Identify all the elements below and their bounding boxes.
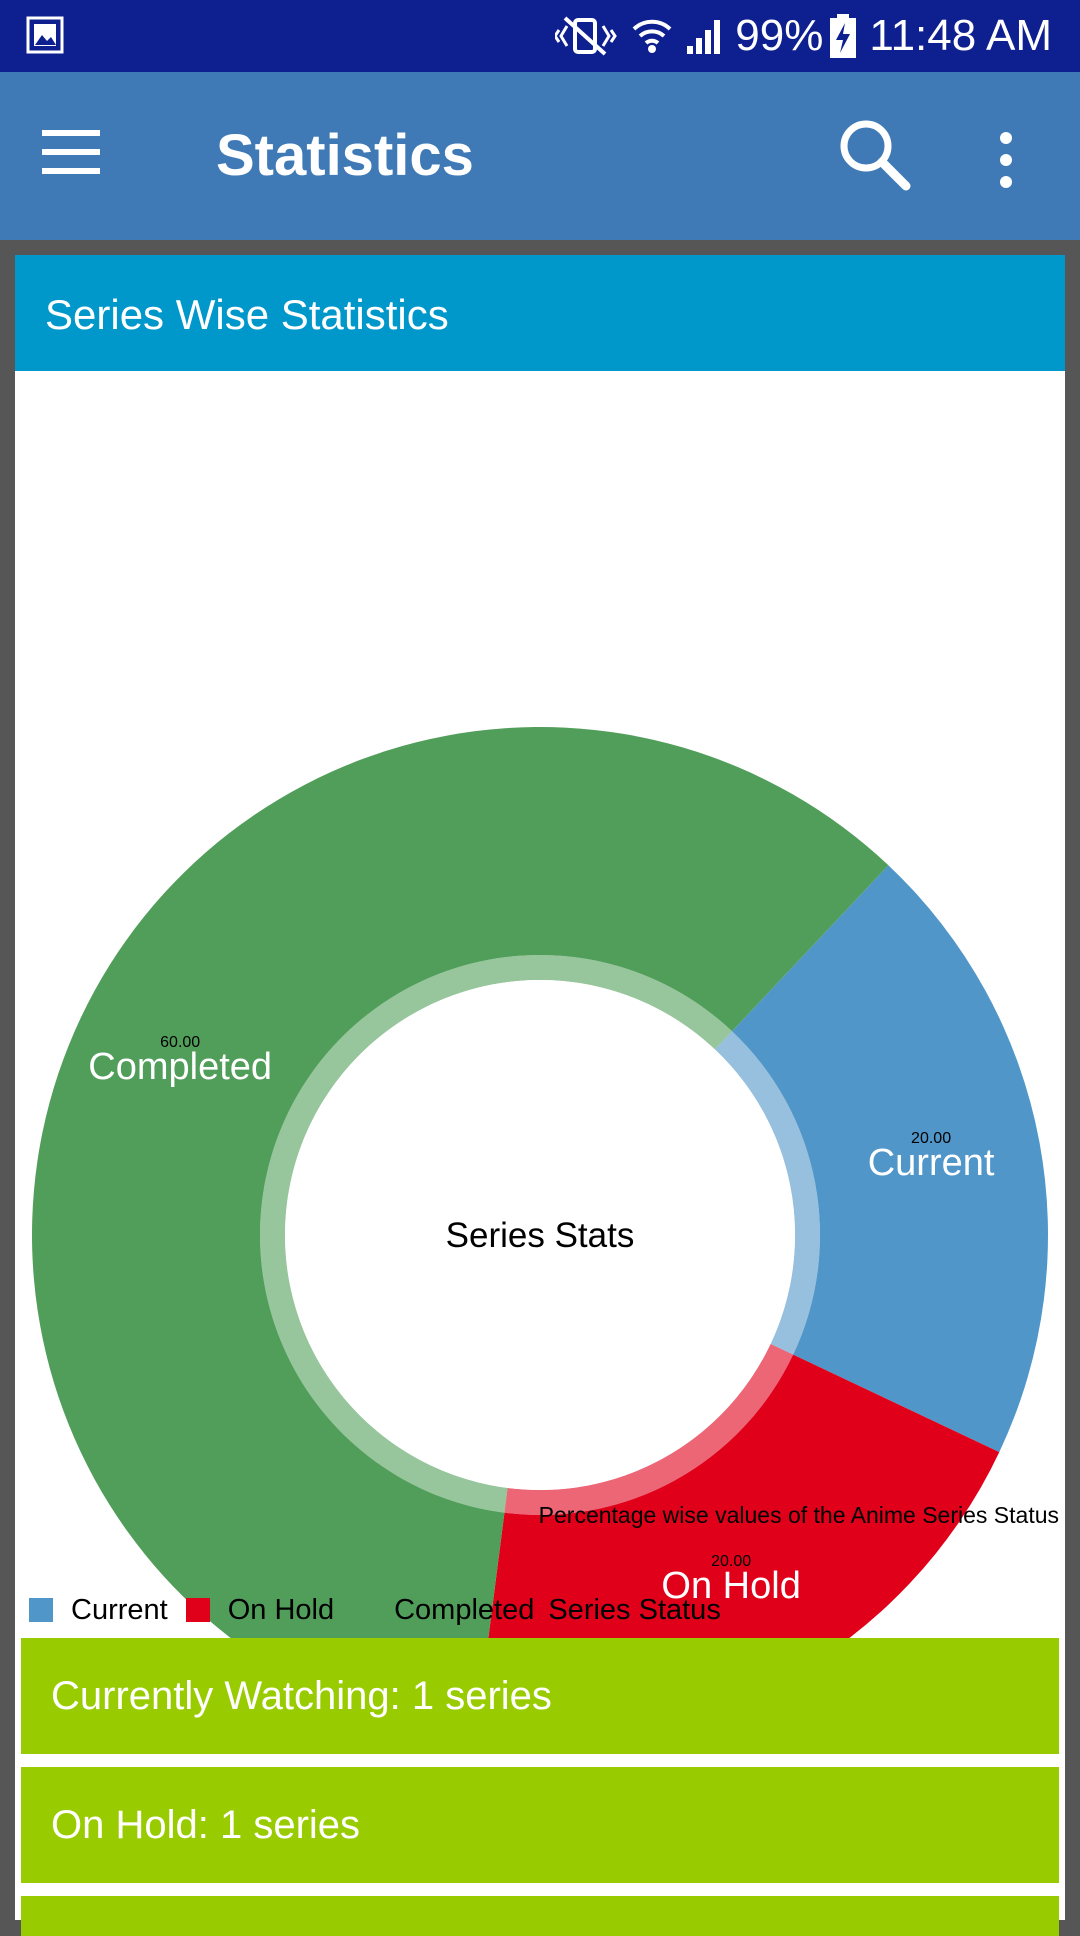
donut-ring-completed — [259, 955, 733, 1513]
donut-chart[interactable]: Current 20.00 On Hold 20.00 Completed 60.00 Se… — [15, 371, 1065, 1791]
page-title: Statistics — [216, 123, 474, 188]
chart-legend: Current On Hold Completed Series Status — [29, 1590, 721, 1630]
summary-text: Currently Watching: 1 series — [51, 1673, 552, 1718]
slice-label-current: Current — [868, 1142, 995, 1184]
donut-ring-on-hold — [504, 1343, 794, 1515]
donut-slice-current[interactable] — [732, 865, 1048, 1453]
app-bar: Statistics — [0, 72, 1080, 240]
search-icon[interactable] — [836, 116, 912, 192]
donut-ring-current — [714, 1031, 820, 1355]
legend-swatch-on-hold — [185, 1598, 210, 1622]
status-bar-right: 99% 11:48 AM — [555, 0, 1052, 72]
legend-label-on-hold: On Hold — [227, 1593, 335, 1626]
legend-item-current: Current — [29, 1594, 168, 1627]
chart-description: Percentage wise values of the Anime Seri… — [538, 1502, 1059, 1528]
more-options-icon[interactable] — [996, 130, 1016, 190]
legend-swatch-current — [29, 1598, 53, 1622]
status-bar: 99% 11:48 AM — [0, 0, 1080, 72]
legend-item-completed: Completed — [352, 1594, 534, 1627]
card-title: Series Wise Statistics — [45, 291, 449, 338]
slice-label-completed: Completed — [88, 1046, 272, 1088]
legend-swatch-completed — [352, 1598, 377, 1622]
card-header: Series Wise Statistics — [15, 255, 1065, 371]
hamburger-menu-icon[interactable] — [42, 130, 100, 174]
gallery-notification-icon — [26, 16, 64, 54]
battery-charging-icon — [830, 14, 857, 58]
summary-on-hold[interactable]: On Hold: 1 series — [21, 1767, 1059, 1883]
wifi-icon — [632, 19, 672, 53]
slice-value-on-hold: 20.00 — [711, 1553, 751, 1570]
slice-label-on-hold: On Hold — [661, 1565, 800, 1607]
slice-value-current: 20.00 — [911, 1130, 951, 1147]
statistics-card: Series Wise Statistics Current 20.00 On Ho… — [15, 255, 1065, 1936]
battery-percent: 99% — [735, 11, 824, 60]
summary-text: On Hold: 1 series — [51, 1802, 361, 1847]
donut-hole — [285, 980, 795, 1490]
legend-item-on-hold: On Hold — [185, 1593, 335, 1627]
slice-value-completed: 60.00 — [160, 1034, 200, 1051]
summary-next-item[interactable] — [21, 1896, 1059, 1936]
donut-center-text: Series Stats — [446, 1216, 635, 1255]
clock: 11:48 AM — [869, 11, 1052, 60]
donut-slice-completed[interactable] — [31, 727, 889, 1739]
legend-series-label: Series Status — [548, 1593, 721, 1626]
summary-currently-watching[interactable]: Currently Watching: 1 series — [21, 1638, 1059, 1754]
signal-icon — [687, 20, 721, 54]
legend-label-current: Current — [71, 1593, 168, 1626]
vibrate-mute-icon — [555, 16, 618, 56]
legend-label-completed: Completed — [394, 1593, 535, 1626]
